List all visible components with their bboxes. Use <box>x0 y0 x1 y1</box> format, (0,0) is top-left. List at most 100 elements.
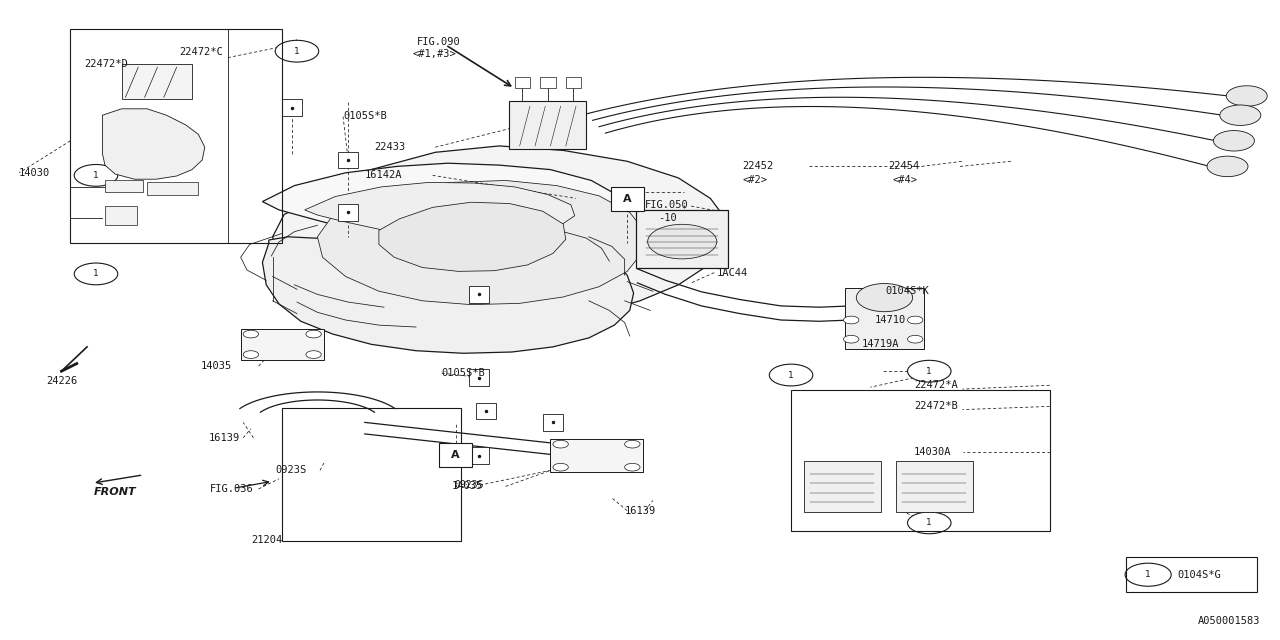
Circle shape <box>306 330 321 338</box>
Circle shape <box>769 364 813 386</box>
Text: 22472*C: 22472*C <box>179 47 223 58</box>
Text: <#1,#3>: <#1,#3> <box>412 49 456 60</box>
Circle shape <box>1226 86 1267 106</box>
Circle shape <box>275 40 319 62</box>
Circle shape <box>844 335 859 343</box>
Text: 22452: 22452 <box>742 161 773 172</box>
Text: 0105S*B: 0105S*B <box>343 111 387 122</box>
Text: 0104S*G: 0104S*G <box>1178 570 1221 580</box>
Text: 24226: 24226 <box>46 376 77 387</box>
Circle shape <box>1213 131 1254 151</box>
Text: 0923S: 0923S <box>275 465 306 476</box>
Text: 0104S*K: 0104S*K <box>886 286 929 296</box>
Circle shape <box>74 263 118 285</box>
Circle shape <box>908 512 951 534</box>
Text: 16139: 16139 <box>209 433 239 443</box>
Bar <box>70 29 282 243</box>
Text: 22472*B: 22472*B <box>914 401 957 412</box>
Text: 16142A: 16142A <box>365 170 402 180</box>
Text: 1: 1 <box>927 367 932 376</box>
Bar <box>540 77 556 88</box>
Circle shape <box>908 360 951 382</box>
Bar <box>804 461 881 512</box>
Text: 14030: 14030 <box>19 168 50 178</box>
Bar <box>566 77 581 88</box>
Circle shape <box>553 440 568 448</box>
Text: 22472*D: 22472*D <box>84 59 128 69</box>
Text: <#2>: <#2> <box>742 175 768 186</box>
Bar <box>509 101 586 149</box>
Text: 14030A: 14030A <box>914 447 951 458</box>
Polygon shape <box>273 146 727 324</box>
Polygon shape <box>262 163 614 242</box>
Bar <box>338 204 358 221</box>
Bar <box>468 369 489 386</box>
Polygon shape <box>102 109 205 179</box>
Text: <#4>: <#4> <box>892 175 918 186</box>
Circle shape <box>243 330 259 338</box>
Bar <box>515 77 530 88</box>
FancyBboxPatch shape <box>611 187 644 211</box>
Bar <box>282 99 302 116</box>
Bar <box>550 439 643 472</box>
Bar <box>147 182 198 195</box>
Text: 0105S*B: 0105S*B <box>442 368 485 378</box>
Text: FIG.036: FIG.036 <box>210 484 253 494</box>
Text: 1: 1 <box>93 269 99 278</box>
Text: 1AC44: 1AC44 <box>717 268 748 278</box>
Text: 1: 1 <box>294 47 300 56</box>
Text: 22454: 22454 <box>888 161 919 172</box>
Circle shape <box>648 225 717 259</box>
Polygon shape <box>262 227 634 353</box>
Circle shape <box>1220 105 1261 125</box>
Bar <box>122 64 192 99</box>
Text: 0923S: 0923S <box>454 480 484 490</box>
Bar <box>636 210 728 268</box>
Circle shape <box>1207 156 1248 177</box>
Circle shape <box>1125 563 1171 586</box>
Text: FRONT: FRONT <box>93 486 137 497</box>
Circle shape <box>74 164 118 186</box>
Text: A: A <box>452 450 460 460</box>
Text: FIG.050: FIG.050 <box>645 200 689 210</box>
Bar <box>468 447 489 464</box>
Polygon shape <box>379 202 566 271</box>
Bar <box>105 206 137 225</box>
Text: 21204: 21204 <box>251 534 282 545</box>
Circle shape <box>553 463 568 471</box>
Circle shape <box>625 463 640 471</box>
Polygon shape <box>317 180 645 305</box>
Circle shape <box>844 316 859 324</box>
Bar <box>543 414 563 431</box>
Circle shape <box>856 284 913 312</box>
Bar <box>105 180 143 192</box>
Text: 16139: 16139 <box>625 506 655 516</box>
Bar <box>241 329 324 360</box>
Circle shape <box>908 316 923 324</box>
Text: 14035: 14035 <box>452 481 483 492</box>
Text: 22472*A: 22472*A <box>914 380 957 390</box>
Bar <box>282 408 461 541</box>
Text: 14719A: 14719A <box>861 339 899 349</box>
Text: 1: 1 <box>927 518 932 527</box>
FancyBboxPatch shape <box>439 443 472 467</box>
Bar <box>468 286 489 303</box>
Text: 1: 1 <box>1146 570 1151 579</box>
Bar <box>791 390 1050 531</box>
Bar <box>845 288 924 349</box>
Text: FIG.090: FIG.090 <box>417 36 461 47</box>
Text: 22433: 22433 <box>374 142 404 152</box>
Bar <box>338 152 358 168</box>
Bar <box>1126 557 1257 592</box>
Text: A050001583: A050001583 <box>1198 616 1261 626</box>
Text: 14710: 14710 <box>874 315 905 325</box>
Bar <box>476 403 497 419</box>
Text: 14035: 14035 <box>201 361 232 371</box>
Polygon shape <box>305 182 575 236</box>
Text: 1: 1 <box>788 371 794 380</box>
Circle shape <box>908 335 923 343</box>
Text: 1: 1 <box>93 171 99 180</box>
Circle shape <box>306 351 321 358</box>
Circle shape <box>625 440 640 448</box>
Text: -10: -10 <box>658 212 677 223</box>
